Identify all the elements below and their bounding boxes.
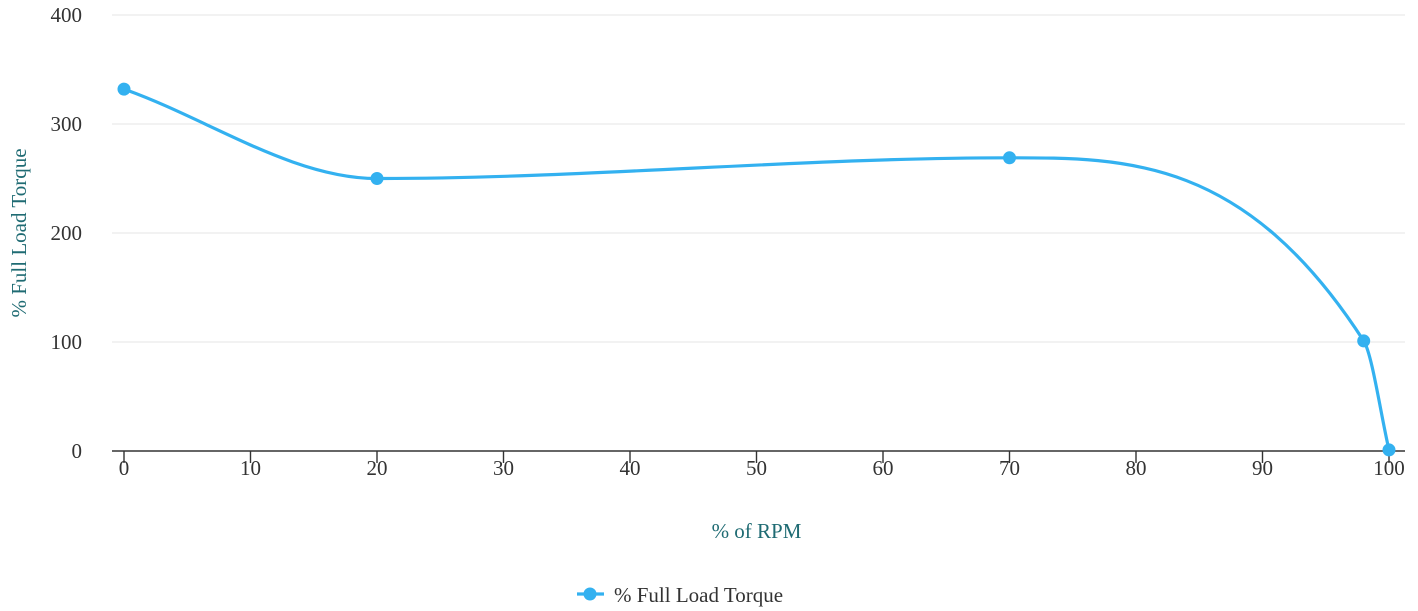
y-tick-label: 300 bbox=[51, 112, 83, 136]
x-tick-label: 30 bbox=[493, 456, 514, 480]
x-tick-label: 0 bbox=[119, 456, 130, 480]
y-tick-label: 400 bbox=[51, 3, 83, 27]
legend-series-label: % Full Load Torque bbox=[614, 583, 783, 607]
legend[interactable]: % Full Load Torque bbox=[577, 583, 783, 607]
y-tick-label: 0 bbox=[72, 439, 83, 463]
x-tick-label: 60 bbox=[873, 456, 894, 480]
y-tick-label: 100 bbox=[51, 330, 83, 354]
grid-lines bbox=[112, 14, 1405, 343]
x-tick-label: 70 bbox=[999, 456, 1020, 480]
x-tick-label: 50 bbox=[746, 456, 767, 480]
data-point[interactable] bbox=[117, 82, 131, 96]
y-tick-label: 200 bbox=[51, 221, 83, 245]
x-tick-label: 80 bbox=[1126, 456, 1147, 480]
data-point[interactable] bbox=[1357, 334, 1371, 348]
series-line[interactable] bbox=[122, 87, 1391, 452]
data-point[interactable] bbox=[1382, 443, 1396, 457]
legend-series-marker bbox=[583, 587, 597, 601]
x-tick-label: 20 bbox=[367, 456, 388, 480]
x-tick-label: 90 bbox=[1252, 456, 1273, 480]
x-tick-label: 100 bbox=[1373, 456, 1405, 480]
x-tick-label: 40 bbox=[620, 456, 641, 480]
x-axis-title: % of RPM bbox=[712, 519, 802, 543]
data-point[interactable] bbox=[1003, 151, 1016, 165]
y-axis-title: % Full Load Torque bbox=[7, 148, 31, 317]
data-point[interactable] bbox=[370, 172, 384, 185]
x-tick-label: 10 bbox=[240, 456, 261, 480]
axes: 0 100 200 300 400 0 10 20 30 40 50 60 70 80 90 100 bbox=[51, 3, 1405, 480]
series-layer bbox=[117, 82, 1396, 457]
